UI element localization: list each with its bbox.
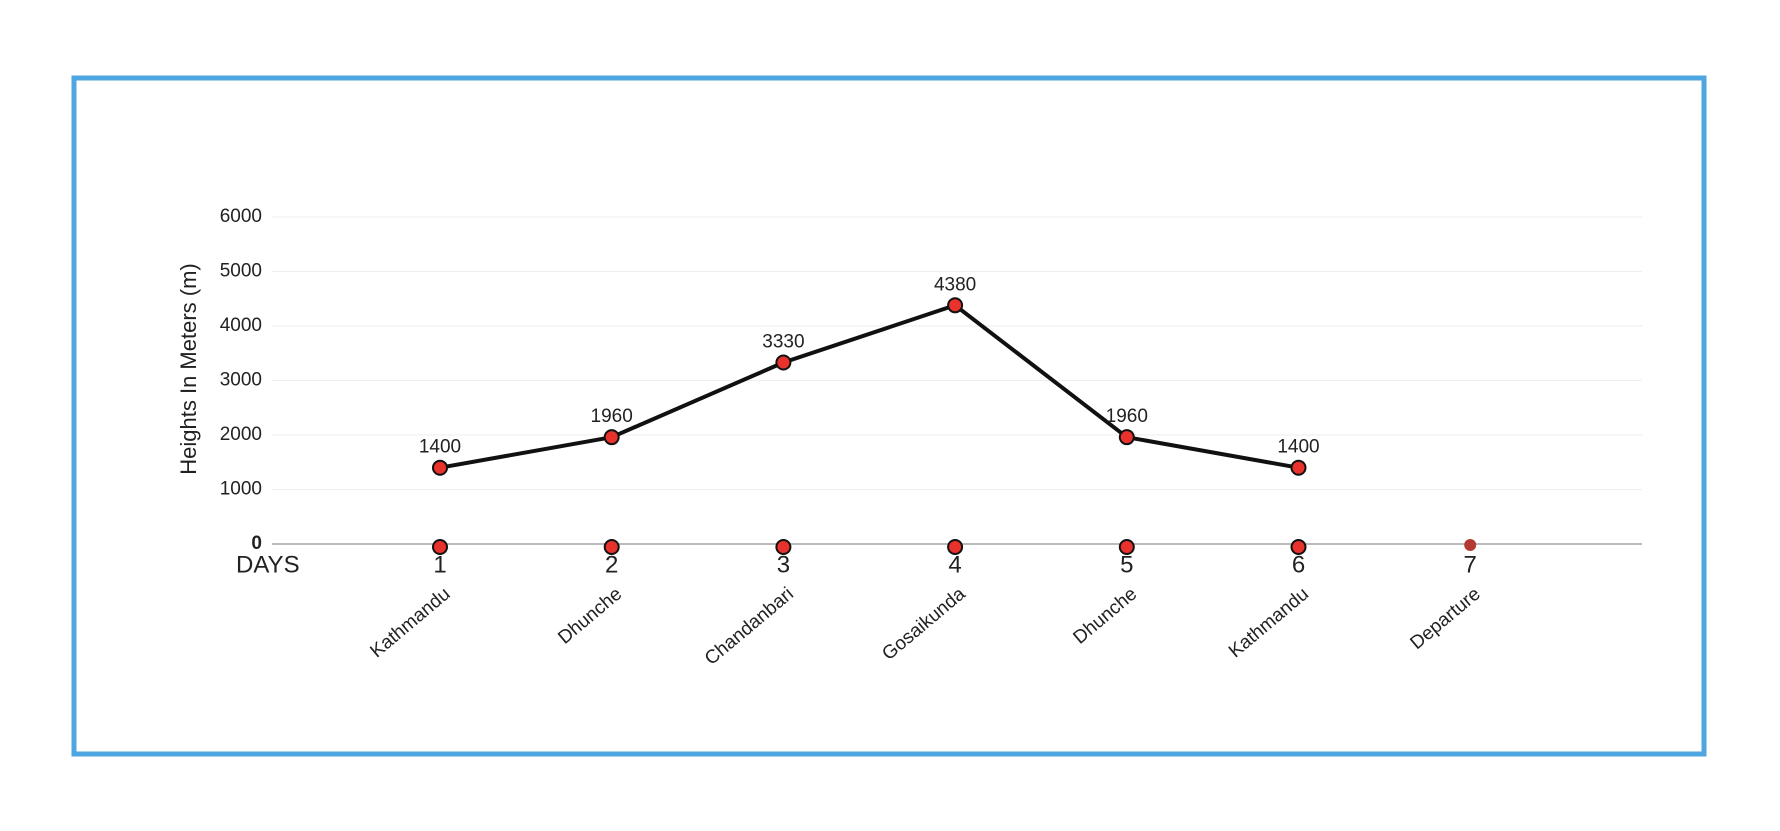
place-label: Dhunche [1069, 584, 1141, 649]
y-tick-label: 6000 [220, 206, 262, 227]
point [947, 297, 964, 314]
x-axis-label: DAYS [236, 551, 300, 578]
value-label: 1400 [419, 437, 461, 458]
y-tick-label: 3000 [220, 370, 262, 391]
day-marker [432, 539, 448, 555]
y-tick-label: 2000 [220, 424, 262, 445]
y-tick-label: 4000 [220, 315, 262, 336]
value-label: 1960 [591, 406, 633, 427]
place-label: Kathmandu [366, 584, 454, 663]
point [1290, 459, 1307, 476]
point [432, 459, 448, 476]
x-tick-label: 1 [433, 551, 446, 578]
y-axis-label: Heights In Meters (m) [176, 263, 201, 475]
place-label: Dhunche [554, 584, 626, 649]
point [603, 429, 620, 446]
day-marker [603, 539, 620, 555]
place-label: Gosaikunda [878, 583, 970, 665]
value-label: 4380 [934, 274, 976, 295]
day-marker [775, 539, 792, 555]
place-label: Kathmandu [1225, 584, 1313, 663]
x-tick-label: 6 [1292, 551, 1305, 578]
value-label: 3330 [762, 332, 804, 353]
place-label: Chandanbari [701, 584, 798, 670]
x-tick-label: 7 [1464, 551, 1477, 578]
y-tick-label: 5000 [220, 261, 262, 282]
day-marker [947, 539, 964, 555]
x-tick-label: 5 [1120, 551, 1133, 578]
x-tick-label: 4 [948, 551, 961, 578]
day-marker [1464, 539, 1477, 551]
line [439, 303, 1299, 470]
value-label: 1960 [1106, 406, 1148, 427]
day-marker [1290, 539, 1307, 555]
day-marker [1118, 539, 1135, 555]
y-tick-label: 1000 [220, 479, 262, 500]
y-tick-label: 0 [251, 533, 262, 554]
x-tick-label: 3 [777, 551, 790, 578]
place-label: Departure [1406, 584, 1484, 654]
frame [71, 75, 1707, 757]
x-tick-label: 2 [605, 551, 618, 578]
point [1118, 429, 1135, 446]
point [775, 354, 792, 371]
value-label: 1400 [1277, 437, 1319, 458]
